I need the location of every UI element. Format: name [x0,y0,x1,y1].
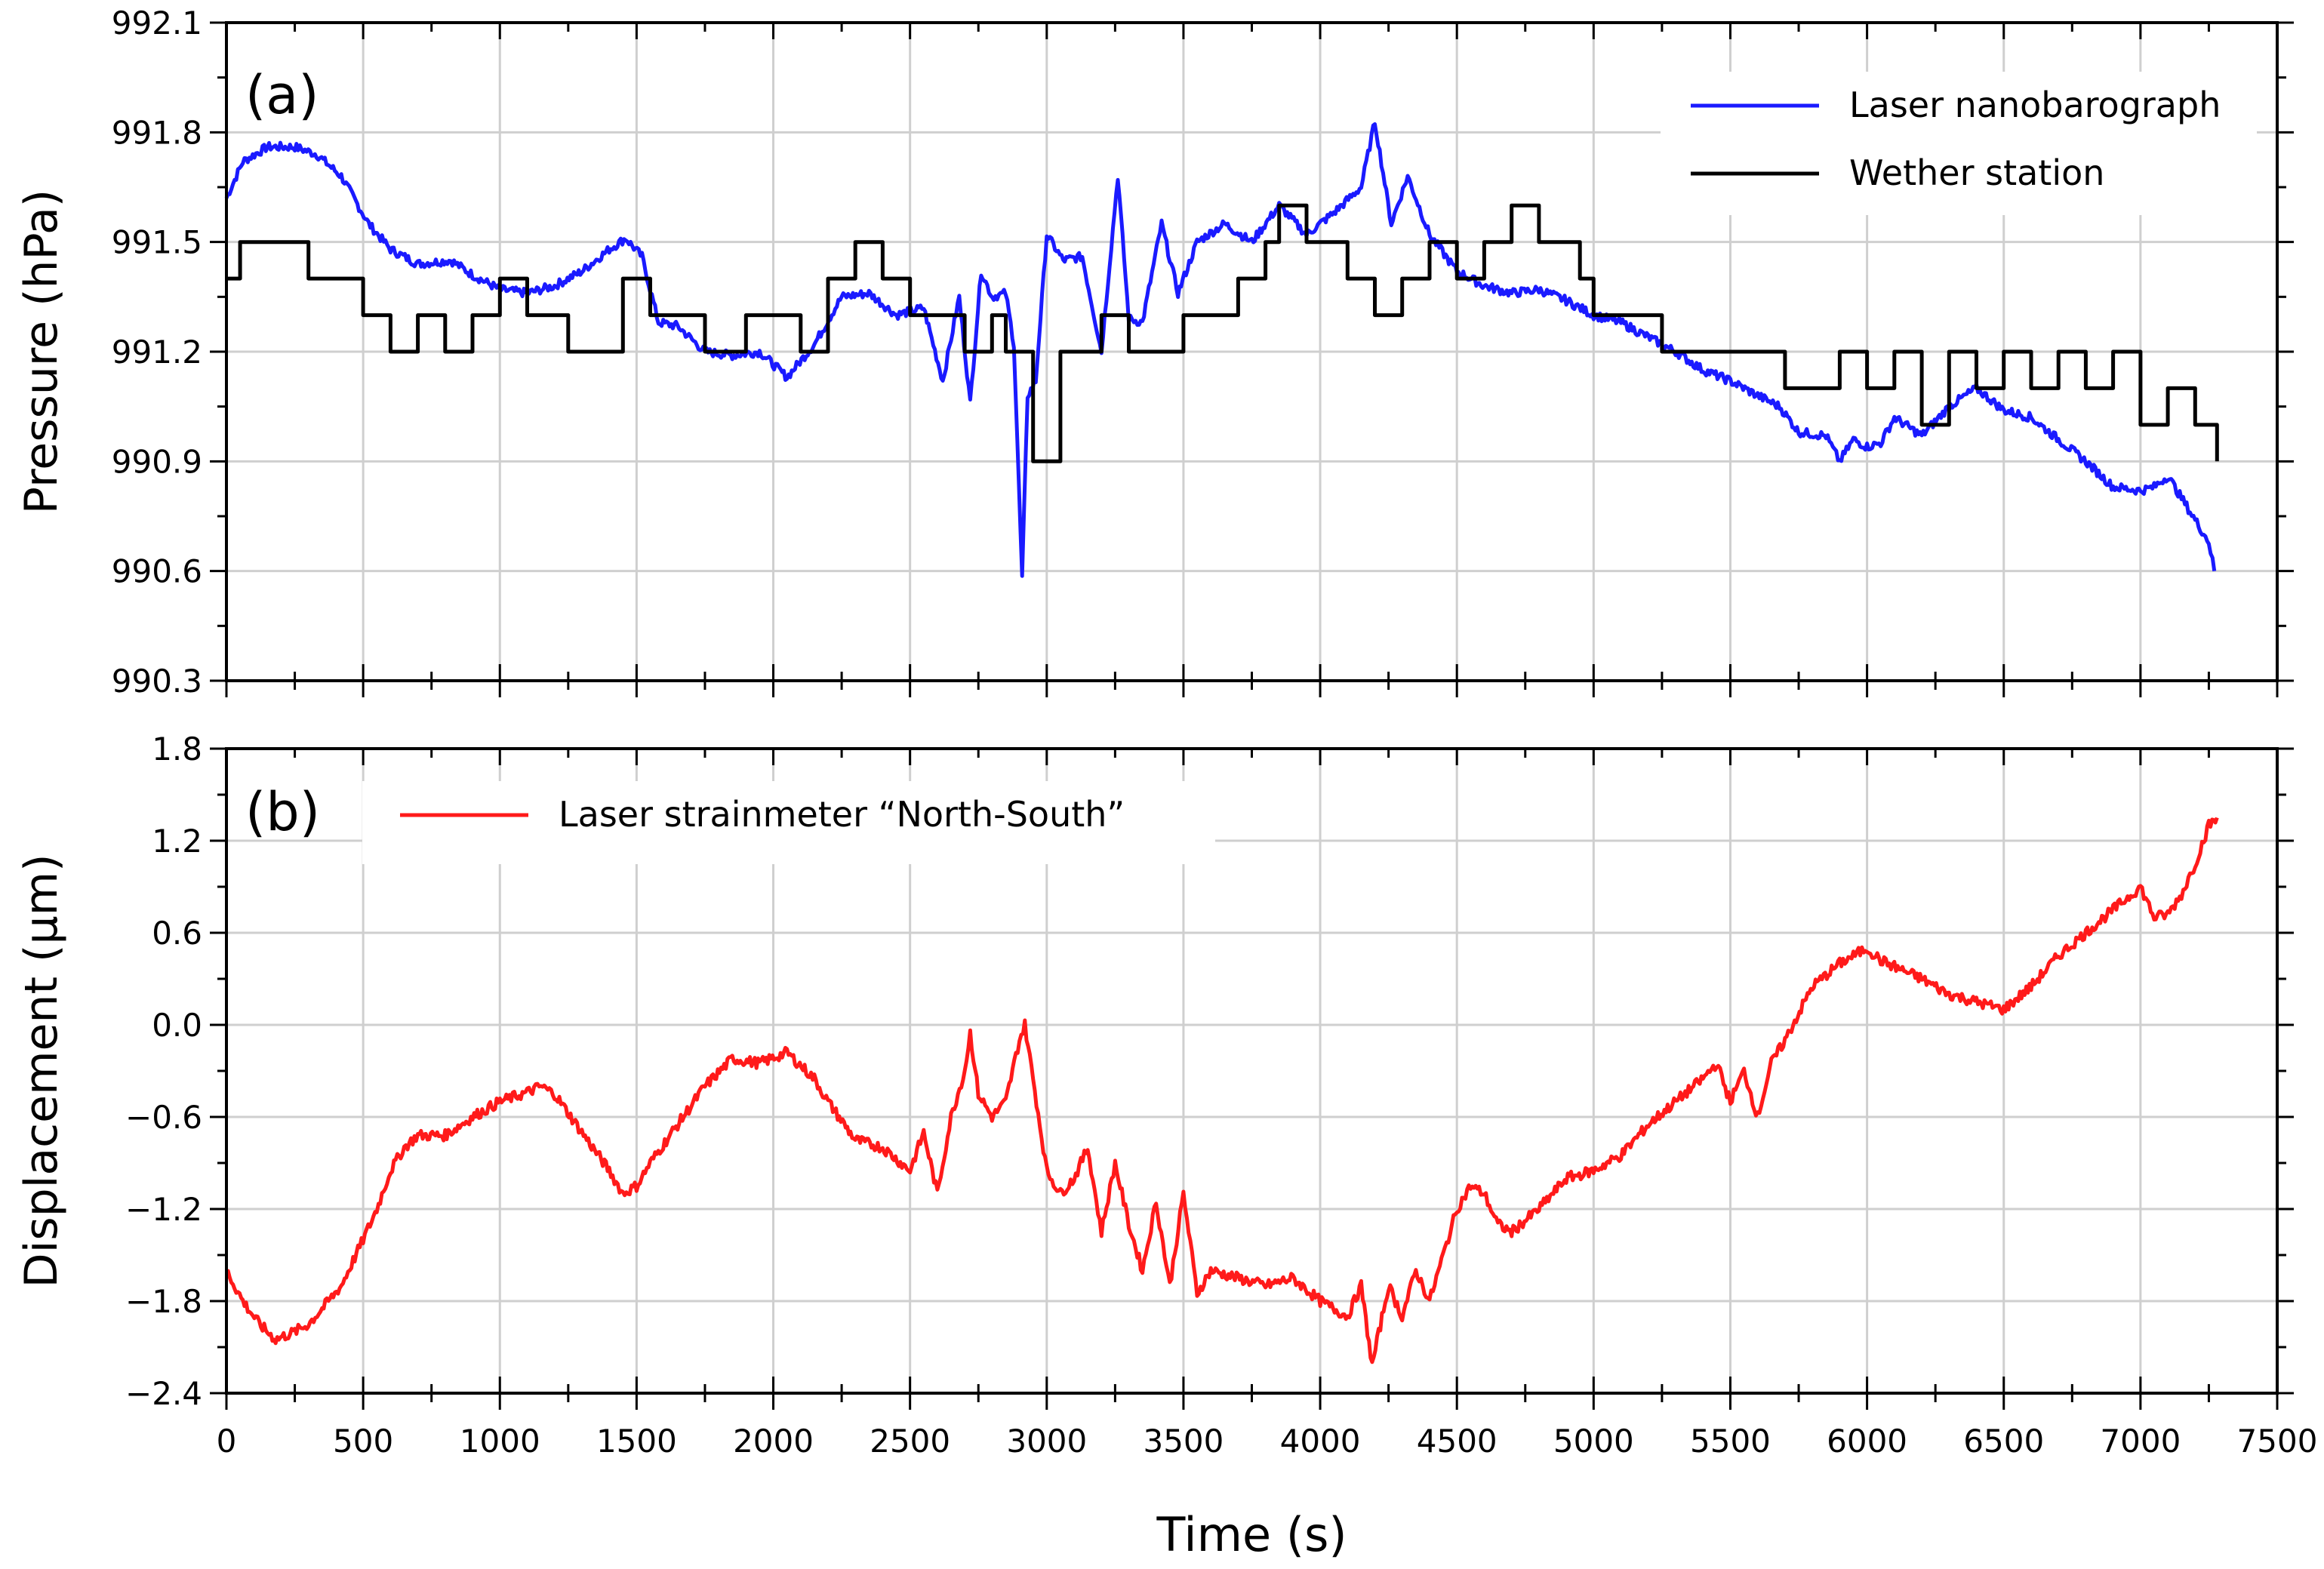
x-tick-label: 3000 [1006,1423,1087,1460]
x-axis-title: Time (s) [1156,1507,1347,1562]
legend: Laser nanobarograph Wether station [1661,72,2257,215]
x-tick-label: 4500 [1417,1423,1498,1460]
x-tick-label: 1000 [460,1423,540,1460]
y-tick-label: 1.8 [152,731,202,768]
x-tick-label: 500 [333,1423,393,1460]
panel-label: (a) [245,64,319,126]
y-tick-label: 991.8 [112,114,202,151]
x-tick-label: 3500 [1143,1423,1224,1460]
x-tick-label: 0 [217,1423,237,1460]
y-tick-label: 990.9 [112,443,202,480]
series-line-1 [226,817,2219,1364]
legend-label: Wether station [1849,152,2104,193]
y-tick-label: 991.5 [112,224,202,261]
legend: Laser strainmeter “North-South” [362,781,1215,864]
x-ticks [225,749,2279,1410]
x-tick-label: 6500 [1963,1423,2044,1460]
x-tick-label: 1500 [596,1423,677,1460]
x-tick-label: 7000 [2100,1423,2181,1460]
x-tick-label: 2500 [870,1423,950,1460]
x-tick-label: 6000 [1827,1423,1907,1460]
panel-label: (b) [245,781,320,843]
y-tick-label: −0.6 [125,1099,202,1136]
y-tick-label: 990.3 [112,663,202,700]
y-ticks [210,21,2294,682]
y-tick-label: 1.2 [152,823,202,860]
y-tick-label: 0.6 [152,915,202,952]
y-tick-label: 991.2 [112,334,202,371]
panel-b: −2.4 −1.8 −1.2 −0.6 0.0 0.6 1.2 1.8 0 500 1000 1500… [15,731,2317,1460]
y-tick-label: 0.0 [152,1007,202,1044]
series-line-1 [224,122,2217,578]
x-tick-label: 5000 [1553,1423,1634,1460]
y-tick-label: 990.6 [112,553,202,590]
y-axis-title: Displacement (µm) [15,854,68,1288]
y-tick-label: 992.1 [112,5,202,42]
panel-a: 990.3 990.6 990.9 991.2 991.5 991.8 992.1 Press… [15,5,2294,700]
legend-label: Laser nanobarograph [1849,85,2221,125]
x-tick-label: 7500 [2237,1423,2318,1460]
x-ticks [225,23,2279,697]
legend-background [362,781,1215,864]
y-tick-label: −1.8 [125,1283,202,1320]
y-axis-title: Pressure (hPa) [15,189,68,514]
y-tick-label: −1.2 [125,1191,202,1228]
x-tick-label: 4000 [1280,1423,1361,1460]
x-tick-label: 2000 [733,1423,814,1460]
legend-background [1661,72,2257,215]
y-tick-label: −2.4 [125,1375,202,1412]
x-tick-label: 5500 [1690,1423,1771,1460]
legend-label: Laser strainmeter “North-South” [559,794,1125,835]
series-line-2 [226,203,2219,463]
y-ticks [210,747,2294,1395]
